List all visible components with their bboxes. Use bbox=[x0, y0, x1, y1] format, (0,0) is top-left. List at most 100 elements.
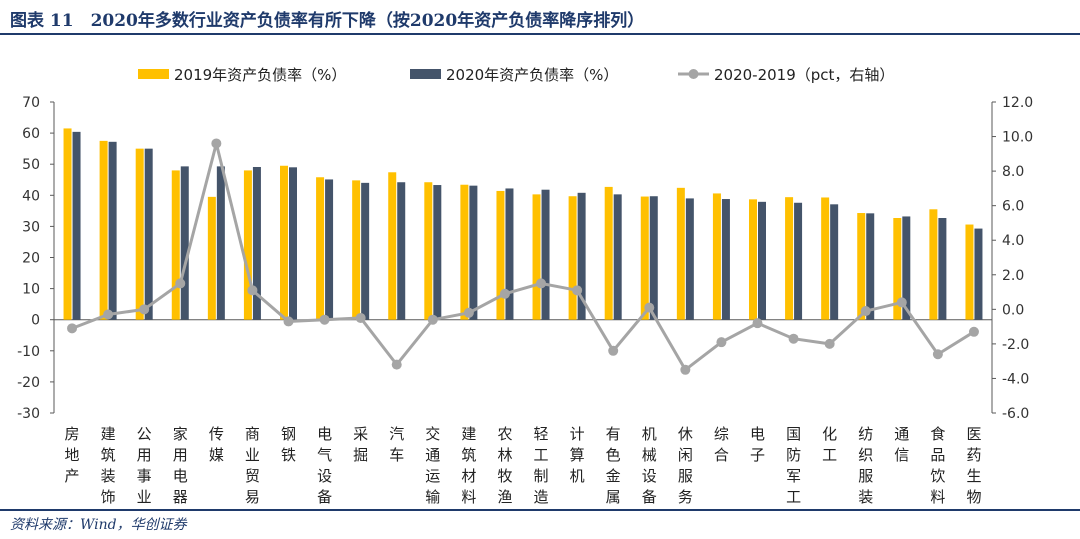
bar-2019 bbox=[712, 193, 721, 320]
change-point bbox=[824, 338, 835, 349]
left-tick-label: 20 bbox=[22, 251, 40, 267]
left-tick-label: 0 bbox=[31, 313, 40, 329]
left-tick-label: 50 bbox=[22, 157, 40, 173]
change-point bbox=[463, 307, 474, 318]
bar-2020 bbox=[794, 202, 803, 320]
title-divider bbox=[0, 33, 1080, 35]
bar-2020 bbox=[180, 166, 189, 320]
left-tick-label: 10 bbox=[22, 282, 40, 298]
change-point bbox=[499, 288, 510, 299]
change-point bbox=[247, 285, 258, 296]
right-tick-label: 2.0 bbox=[1002, 268, 1024, 284]
bar-2020 bbox=[974, 228, 983, 320]
bar-2019 bbox=[965, 224, 974, 320]
category-label: 电子 bbox=[750, 425, 765, 464]
bar-2019 bbox=[135, 148, 144, 320]
category-label: 纺织服装 bbox=[858, 425, 873, 506]
left-y-axis: 70 60 50 40 30 20 10 0 -10 -20 -30 bbox=[17, 95, 992, 422]
bar-2020 bbox=[433, 185, 442, 320]
legend-label: 2020年资产负债率（%） bbox=[446, 66, 618, 84]
line-series bbox=[67, 138, 979, 375]
bar-2020 bbox=[108, 141, 117, 320]
bar-2020 bbox=[144, 148, 153, 320]
change-point bbox=[283, 316, 294, 327]
category-label: 综合 bbox=[714, 425, 729, 464]
right-tick-label: 6.0 bbox=[1002, 199, 1024, 215]
right-tick-label: 8.0 bbox=[1002, 164, 1024, 180]
change-point bbox=[968, 326, 979, 337]
bar-2020 bbox=[72, 131, 81, 320]
right-tick-label: 12.0 bbox=[1002, 95, 1033, 111]
change-point bbox=[391, 359, 402, 370]
bar-2019 bbox=[243, 170, 252, 320]
bar-2019 bbox=[929, 209, 938, 320]
bar-2020 bbox=[252, 166, 261, 320]
category-label: 休闲服务 bbox=[678, 425, 693, 506]
legend-swatch-2019 bbox=[138, 69, 169, 79]
left-tick-label: -10 bbox=[17, 344, 40, 360]
bar-2020 bbox=[649, 196, 658, 320]
bar-2019 bbox=[63, 128, 72, 320]
bar-2020 bbox=[758, 201, 766, 320]
bar-2019 bbox=[496, 190, 505, 320]
bar-2020 bbox=[216, 166, 225, 320]
bar-2019 bbox=[280, 165, 288, 320]
left-tick-label: -20 bbox=[17, 375, 40, 391]
category-label: 电气设备 bbox=[317, 425, 332, 506]
right-tick-label: -6.0 bbox=[1002, 406, 1029, 422]
bar-2019 bbox=[207, 196, 216, 320]
figure-title: 图表 11 2020年多数行业资产负债率有所下降（按2020年资产负债率降序排列… bbox=[10, 11, 645, 31]
change-line bbox=[71, 143, 975, 373]
right-tick-label: 0.0 bbox=[1002, 302, 1024, 318]
category-label: 家用电器 bbox=[173, 425, 188, 506]
category-label: 国防军工 bbox=[786, 425, 801, 506]
change-point bbox=[572, 285, 583, 296]
left-tick-label: 60 bbox=[22, 126, 40, 142]
bar-2020 bbox=[685, 198, 694, 320]
bar-2019 bbox=[604, 186, 613, 320]
category-label: 交通运输 bbox=[425, 425, 440, 506]
bar-2020 bbox=[469, 185, 478, 320]
change-point bbox=[716, 337, 727, 348]
bar-2020 bbox=[721, 199, 730, 320]
source-note: 资料来源：Wind，华创证券 bbox=[10, 517, 187, 533]
category-label: 公用事业 bbox=[137, 425, 152, 506]
left-tick-label: -30 bbox=[17, 406, 40, 422]
change-point bbox=[752, 318, 763, 329]
legend-label: 2019年资产负债率（%） bbox=[174, 66, 346, 84]
category-label: 房地产 bbox=[65, 425, 80, 485]
debt-ratio-chart: 2019年资产负债率（%） 2020年资产负债率（%） 2020-2019（pct，… bbox=[17, 66, 1033, 506]
bar-2019 bbox=[821, 197, 830, 320]
left-tick-label: 70 bbox=[22, 95, 40, 111]
change-point bbox=[103, 309, 114, 320]
category-label: 建筑装饰 bbox=[101, 425, 116, 506]
bar-2020 bbox=[830, 204, 839, 320]
bar-2019 bbox=[676, 187, 685, 320]
change-point bbox=[355, 312, 366, 323]
bar-2019 bbox=[99, 140, 108, 320]
right-tick-label: 4.0 bbox=[1002, 233, 1024, 249]
bar-2020 bbox=[938, 218, 947, 320]
category-label: 轻工制造 bbox=[534, 425, 549, 506]
bar-2019 bbox=[568, 196, 577, 320]
legend-label: 2020-2019（pct，右轴） bbox=[714, 66, 894, 84]
legend-swatch-marker bbox=[688, 69, 699, 79]
change-point bbox=[644, 302, 655, 313]
right-tick-label: -2.0 bbox=[1002, 337, 1029, 353]
bar-2019 bbox=[171, 170, 180, 320]
left-tick-label: 40 bbox=[22, 188, 40, 204]
left-tick-label: 30 bbox=[22, 219, 40, 235]
legend-swatch-2020 bbox=[410, 69, 441, 79]
category-label: 有色金属 bbox=[606, 425, 621, 506]
bar-2020 bbox=[613, 194, 622, 320]
bar-2020 bbox=[866, 213, 875, 320]
change-point bbox=[427, 314, 438, 325]
bar-series bbox=[63, 128, 983, 320]
change-point bbox=[788, 333, 799, 344]
change-point bbox=[932, 349, 943, 360]
footer-divider bbox=[0, 509, 1080, 511]
bar-2020 bbox=[577, 192, 586, 320]
change-point bbox=[608, 345, 619, 356]
right-tick-label: -4.0 bbox=[1002, 371, 1029, 387]
legend: 2019年资产负债率（%） 2020年资产负债率（%） 2020-2019（pct，… bbox=[138, 66, 894, 84]
